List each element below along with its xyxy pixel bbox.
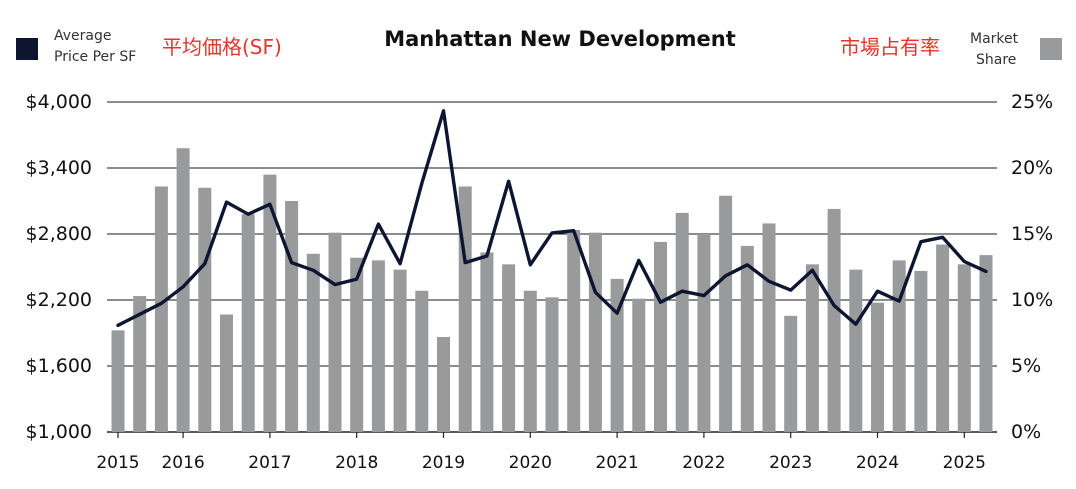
- x-tick-label: 2020: [509, 453, 552, 473]
- price-per-sf-line: [116, 109, 988, 327]
- x-tick-label: 2025: [943, 453, 986, 473]
- market-share-bar: [523, 290, 537, 432]
- left-tick-label: $1,000: [26, 421, 92, 443]
- market-share-bar: [675, 212, 689, 432]
- market-share-bar: [871, 302, 884, 432]
- price-line-layer: [116, 109, 988, 327]
- market-share-bar: [371, 260, 385, 432]
- market-share-bar: [480, 252, 494, 432]
- market-share-bar: [805, 264, 819, 432]
- market-share-bar: [306, 253, 320, 432]
- share-legend-annotation: 市場占有率: [840, 35, 940, 59]
- market-share-bar: [415, 290, 429, 432]
- x-tick-label: 2023: [769, 453, 812, 473]
- left-tick-label: $3,400: [26, 157, 92, 179]
- x-axis-ticks: 2015 2016 2017 2018 2019 2020 2021 2022 2023 2024…: [96, 432, 986, 473]
- x-tick-label: 2016: [161, 453, 204, 473]
- price-legend-swatch: [16, 38, 38, 60]
- x-tick-label: 2021: [595, 453, 638, 473]
- share-legend-line2: Share: [976, 52, 1016, 68]
- right-tick-label: 10%: [1011, 289, 1053, 311]
- market-share-bar: [957, 264, 971, 432]
- market-share-bar: [241, 214, 255, 432]
- market-share-bar: [567, 230, 581, 432]
- left-tick-label: $2,800: [26, 223, 92, 245]
- left-axis-ticks: $4,000 $3,400 $2,800 $2,200 $1,600 $1,000: [26, 91, 92, 443]
- market-share-bar: [588, 232, 602, 432]
- x-tick-label: 2022: [682, 453, 725, 473]
- price-legend-line2: Price Per SF: [54, 49, 136, 65]
- market-share-bar: [719, 195, 733, 432]
- right-tick-label: 0%: [1011, 421, 1041, 443]
- market-share-bar: [827, 208, 841, 432]
- market-share-bar: [762, 223, 776, 432]
- market-share-bar: [111, 330, 125, 432]
- market-share-bar: [198, 187, 212, 432]
- market-share-bar: [328, 232, 342, 432]
- right-tick-label: 25%: [1011, 91, 1053, 113]
- right-tick-label: 15%: [1011, 223, 1053, 245]
- right-tick-label: 5%: [1011, 355, 1041, 377]
- market-share-bar: [393, 269, 407, 432]
- market-share-bar: [350, 257, 364, 432]
- market-share-bar: [263, 174, 277, 432]
- chart-title: Manhattan New Development: [384, 27, 736, 51]
- market-share-bar: [133, 296, 147, 432]
- market-share-bar: [849, 269, 863, 432]
- x-tick-label: 2018: [335, 453, 378, 473]
- market-share-bar: [220, 314, 233, 432]
- share-legend-line1: Market: [970, 31, 1019, 47]
- right-tick-label: 20%: [1011, 157, 1053, 179]
- market-share-bar: [285, 201, 299, 432]
- market-share-bar: [697, 234, 711, 432]
- market-share-bar: [740, 245, 754, 432]
- market-share-bar: [610, 278, 624, 432]
- market-share-bar: [892, 260, 906, 432]
- market-share-bar: [979, 255, 993, 432]
- x-tick-label: 2024: [856, 453, 899, 473]
- market-share-bar: [654, 241, 667, 432]
- market-share-bars: [111, 148, 993, 432]
- right-axis-ticks: 25% 20% 15% 10% 5% 0%: [1011, 91, 1053, 443]
- price-legend-line1: Average: [54, 28, 112, 44]
- x-tick-label: 2015: [96, 453, 139, 473]
- market-share-bar: [784, 315, 798, 432]
- market-share-bar: [176, 148, 190, 432]
- market-share-bar: [632, 298, 646, 432]
- market-share-bar: [437, 336, 450, 432]
- share-legend-swatch: [1040, 38, 1062, 60]
- price-legend-annotation: 平均価格(SF): [162, 35, 282, 59]
- left-tick-label: $1,600: [26, 355, 92, 377]
- market-share-bar: [154, 186, 168, 432]
- market-share-bar: [914, 270, 928, 432]
- market-share-bar: [936, 244, 950, 432]
- left-tick-label: $4,000: [26, 91, 92, 113]
- left-tick-label: $2,200: [26, 289, 92, 311]
- market-share-bar: [502, 264, 516, 432]
- x-tick-label: 2019: [422, 453, 465, 473]
- x-tick-label: 2017: [248, 453, 291, 473]
- market-share-bar: [545, 297, 559, 432]
